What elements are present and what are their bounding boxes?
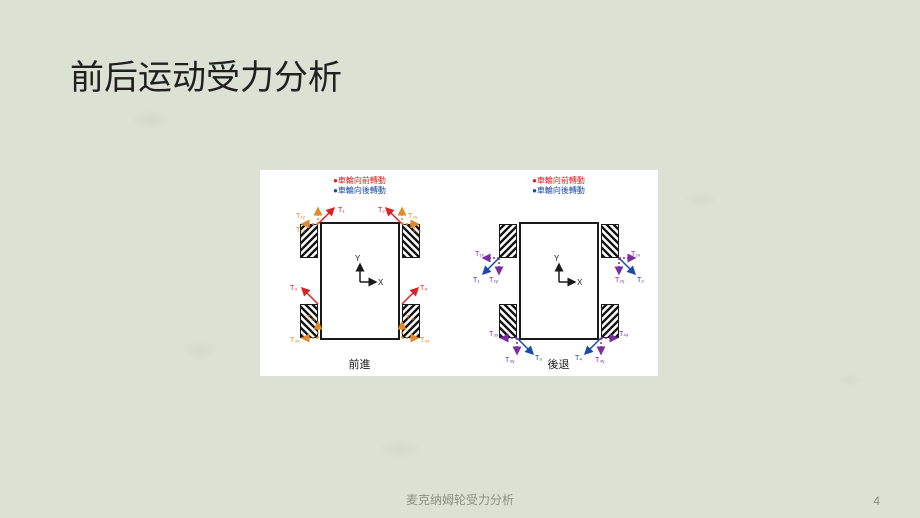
diagram-backward: ●車輪向前轉動 ●車輪向後轉動 xyxy=(459,170,658,376)
svg-text:T₄ₓ: T₄ₓ xyxy=(619,331,629,338)
svg-text:T₃ₓ: T₃ₓ xyxy=(489,331,499,338)
svg-text:T₃ₓ: T₃ₓ xyxy=(290,337,300,344)
wheel-fr-r xyxy=(601,224,619,258)
legend-forward-label-r: 車輪向前轉動 xyxy=(537,176,585,185)
svg-text:T₃: T₃ xyxy=(290,285,297,292)
axis-x-left: X xyxy=(378,278,383,287)
axis-x-right: X xyxy=(577,278,582,287)
diagram-container: ●車輪向前轉動 ●車輪向後轉動 xyxy=(260,170,658,376)
footer-text: 麦克纳姆轮受力分析 xyxy=(406,491,514,508)
svg-text:T₃ᵧ: T₃ᵧ xyxy=(505,357,515,364)
chassis-left xyxy=(320,222,400,340)
legend-backward-label-r: 車輪向後轉動 xyxy=(537,186,585,195)
svg-text:T₁: T₁ xyxy=(473,277,480,284)
svg-text:T₄: T₄ xyxy=(420,285,427,292)
page-number: 4 xyxy=(873,494,880,508)
chassis-right xyxy=(519,222,599,340)
legend-forward-label: 車輪向前轉動 xyxy=(338,176,386,185)
svg-text:T₄ₓ: T₄ₓ xyxy=(420,337,430,344)
wheel-rl xyxy=(300,304,318,338)
legend-right: ●車輪向前轉動 ●車輪向後轉動 xyxy=(532,176,585,195)
svg-text:T₃: T₃ xyxy=(535,355,542,362)
page-title: 前后运动受力分析 xyxy=(70,50,342,99)
caption-backward: 後退 xyxy=(548,356,570,372)
svg-text:T₂: T₂ xyxy=(378,207,385,214)
svg-text:T₁ᵧ: T₁ᵧ xyxy=(296,213,306,220)
wheel-fr xyxy=(402,224,420,258)
legend-left: ●車輪向前轉動 ●車輪向後轉動 xyxy=(333,176,386,195)
svg-text:T₂ₓ: T₂ₓ xyxy=(631,251,641,258)
axis-y-left: Y xyxy=(355,254,360,263)
svg-text:T₄: T₄ xyxy=(575,355,582,362)
wheel-rr-r xyxy=(601,304,619,338)
svg-text:T₂ᵧ: T₂ᵧ xyxy=(408,213,418,220)
legend-backward-label: 車輪向後轉動 xyxy=(338,186,386,195)
axis-y-right: Y xyxy=(554,254,559,263)
svg-text:T₂ᵧ: T₂ᵧ xyxy=(615,277,625,284)
caption-forward: 前進 xyxy=(349,356,371,372)
diagram-forward: ●車輪向前轉動 ●車輪向後轉動 xyxy=(260,170,459,376)
wheel-rl-r xyxy=(499,304,517,338)
svg-text:T₁ₓ: T₁ₓ xyxy=(475,251,485,258)
wheel-fl-r xyxy=(499,224,517,258)
svg-text:T₁ᵧ: T₁ᵧ xyxy=(489,277,499,284)
svg-text:T₁: T₁ xyxy=(338,207,345,214)
wheel-fl xyxy=(300,224,318,258)
wheel-rr xyxy=(402,304,420,338)
svg-text:T₄ᵧ: T₄ᵧ xyxy=(595,357,605,364)
svg-text:T₂: T₂ xyxy=(637,277,644,284)
